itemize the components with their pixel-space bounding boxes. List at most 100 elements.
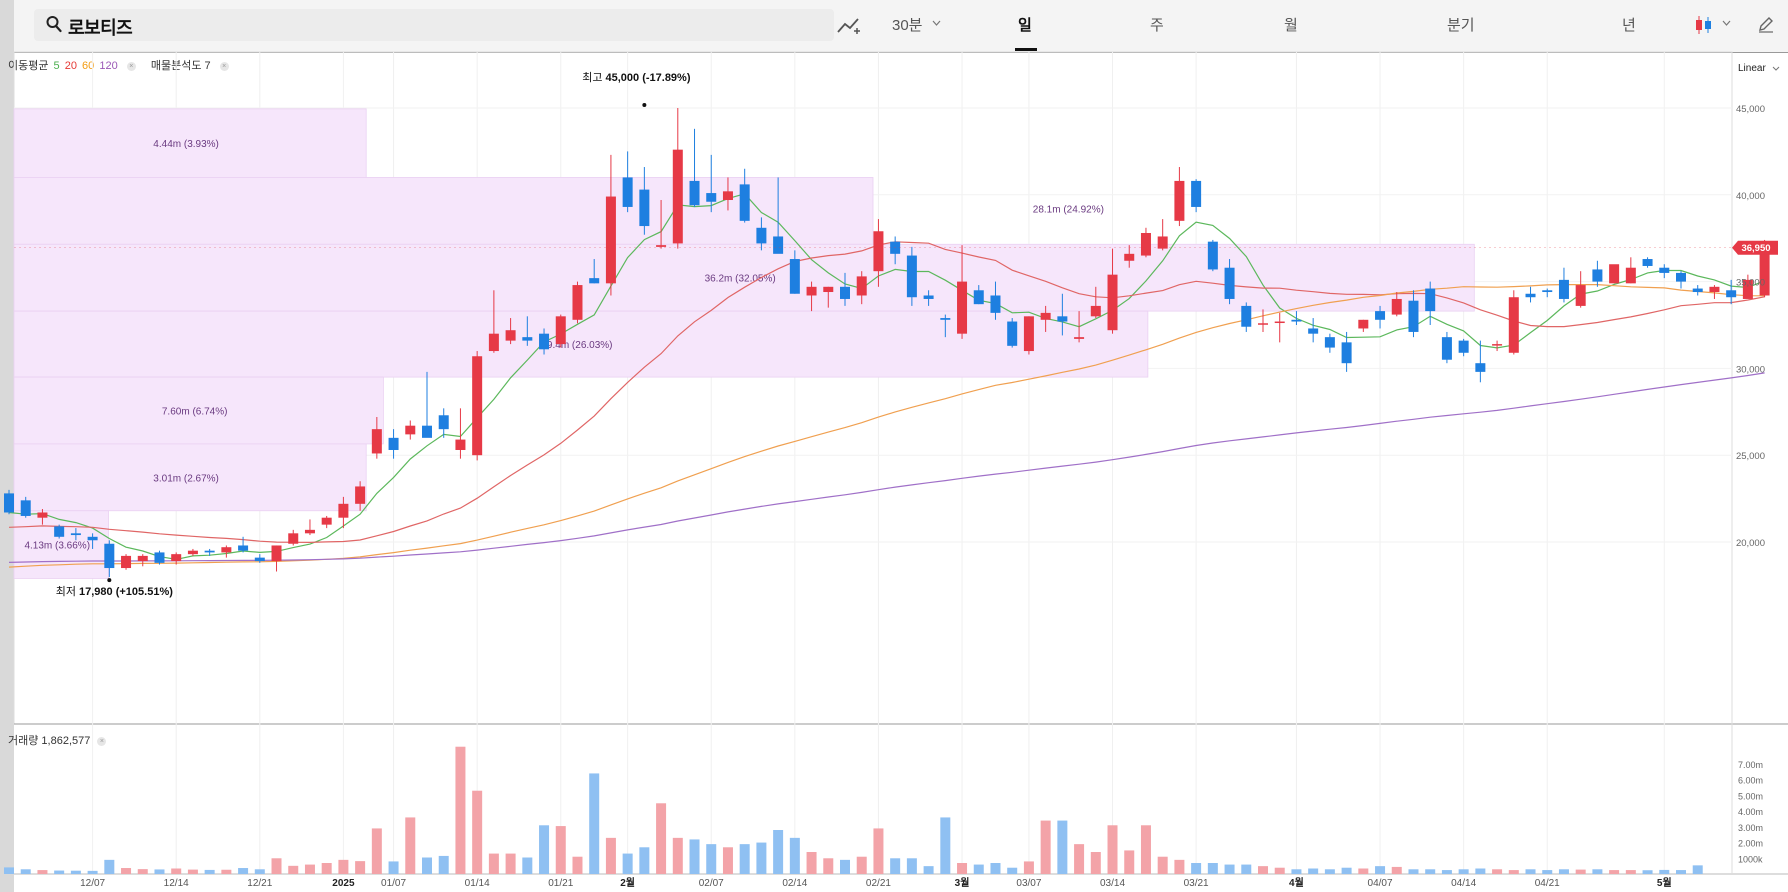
candle-body (840, 286, 850, 299)
ma-label: 이동평균 (8, 60, 49, 72)
x-tick-label: 02/07 (699, 878, 724, 889)
volume-profile-label: 4.13m (3.66%) (24, 541, 90, 552)
volume-bar (187, 869, 198, 874)
volume-bar (1592, 869, 1603, 874)
volume-bar (288, 865, 299, 874)
candle-body (1391, 298, 1402, 315)
volume-bar (789, 837, 800, 874)
candle-body (1224, 267, 1235, 299)
candle-body (656, 245, 667, 247)
candle-body (137, 555, 148, 562)
candle-body (204, 550, 215, 553)
volume-bar (973, 864, 984, 874)
x-tick-label: 2월 (620, 877, 635, 889)
volume-bar (54, 870, 65, 874)
volume-bar (1625, 870, 1636, 874)
candle-body (722, 191, 733, 201)
candle-type-icon[interactable] (1694, 14, 1716, 36)
low-annotation-value: 17,980 (+105.51%) (79, 586, 173, 598)
tab-period-year[interactable]: 년 (1622, 17, 1636, 34)
candle-body (1508, 297, 1519, 353)
chevron-down-icon[interactable] (932, 20, 941, 26)
candle-body (37, 512, 48, 518)
candle-body (689, 180, 700, 206)
high-marker (642, 103, 647, 107)
volume-bar (1191, 863, 1202, 874)
search-icon (46, 16, 62, 33)
volume-profile-label: 7.60m (6.74%) (162, 406, 228, 417)
pencil-icon[interactable] (1757, 15, 1775, 33)
candle-body (388, 437, 399, 450)
ma-period-5[interactable]: 5 (53, 60, 60, 72)
volume-label: 거래량 1,862,577 (8, 735, 91, 747)
candle-body (572, 285, 583, 320)
close-icon[interactable]: × (219, 61, 229, 71)
volume-bar (1291, 869, 1302, 874)
volume-profile-bar (13, 177, 874, 245)
current-price-tag (1732, 240, 1778, 255)
close-icon[interactable]: × (97, 736, 107, 746)
volume-tick-label: 7.00m (1738, 760, 1763, 770)
candle-body (1742, 279, 1753, 299)
candle-body (455, 439, 466, 450)
chevron-down-icon[interactable] (1722, 20, 1731, 26)
candle-body (957, 281, 968, 334)
x-tick-label: 03/14 (1100, 878, 1125, 889)
volume-bar (87, 870, 98, 874)
scale-select[interactable]: Linear (1738, 63, 1766, 74)
volume-bar (371, 828, 382, 874)
candle-body (973, 290, 984, 305)
chevron-down-icon[interactable] (1772, 66, 1780, 71)
high-annotation: 최고 45,000 (-17.89%) (582, 71, 691, 84)
search-box[interactable]: 로보티즈 (34, 9, 834, 41)
volume-profile-label: 3.01m (2.67%) (153, 473, 219, 484)
candle-body (355, 486, 366, 504)
volume-bar (422, 857, 432, 874)
volume-bar (1140, 825, 1151, 874)
candle-body (1241, 305, 1252, 327)
volume-bar (1207, 863, 1218, 874)
candle-body (171, 554, 182, 562)
price-tick-label: 25,000 (1736, 451, 1765, 462)
tab-period-day[interactable]: 일 (1018, 17, 1032, 34)
volume-bar (1007, 867, 1018, 874)
interval-select[interactable]: 30분 (892, 17, 923, 34)
candle-body (1726, 290, 1737, 298)
candle-body (1558, 279, 1569, 299)
volume-bar (455, 746, 466, 874)
ma-period-60[interactable]: 60 (82, 60, 95, 72)
volume-bar (505, 853, 516, 874)
low-marker (107, 578, 112, 583)
candle-body (672, 149, 683, 244)
candle-body (739, 184, 750, 221)
candle-body (873, 231, 884, 272)
candle-body (806, 286, 817, 296)
candle-body (371, 429, 382, 454)
volume-bar (1258, 866, 1268, 874)
tab-period-week[interactable]: 주 (1150, 17, 1164, 34)
volume-bar (355, 861, 366, 874)
candle-body (1759, 247, 1770, 296)
volume-legend: 거래량 1,862,577 × (8, 732, 107, 748)
volume-bar (639, 847, 650, 874)
ma-period-120[interactable]: 120 (99, 60, 118, 72)
volume-bar (338, 859, 349, 874)
tab-period-quarter[interactable]: 분기 (1447, 17, 1475, 34)
x-tick-label: 12/14 (164, 878, 189, 889)
candle-body (906, 255, 917, 298)
volume-bar (689, 839, 700, 874)
tab-period-month[interactable]: 월 (1284, 17, 1298, 34)
draw-line-icon[interactable] (836, 15, 862, 37)
volume-bar (1157, 856, 1168, 874)
search-input[interactable]: 로보티즈 (68, 18, 133, 38)
price-tick-label: 35,000 (1736, 278, 1765, 289)
candle-body (539, 333, 550, 350)
candle-body (1458, 340, 1469, 353)
volume-tick-label: 1000k (1738, 854, 1763, 864)
close-icon[interactable]: × (126, 61, 136, 71)
candle-body (1709, 286, 1720, 293)
x-tick-label: 12/07 (80, 878, 105, 889)
candle-body (1441, 337, 1452, 360)
ma-period-20[interactable]: 20 (64, 60, 77, 72)
